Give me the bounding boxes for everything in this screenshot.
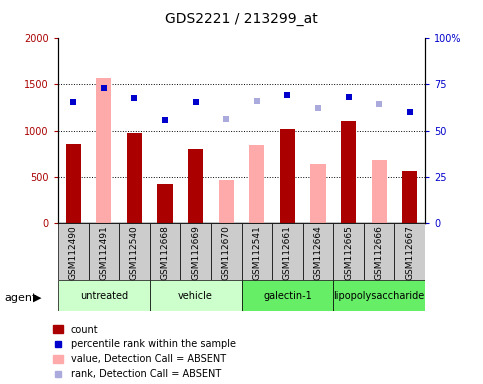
Bar: [180, 223, 211, 280]
Text: GSM112670: GSM112670: [222, 225, 231, 280]
Bar: [280, 129, 295, 223]
Bar: [58, 223, 88, 280]
Text: GSM112661: GSM112661: [283, 225, 292, 280]
Text: agent: agent: [5, 293, 37, 303]
Bar: [402, 171, 417, 223]
Bar: [150, 280, 242, 311]
Bar: [395, 223, 425, 280]
Bar: [371, 160, 387, 223]
Bar: [211, 223, 242, 280]
Text: GSM112664: GSM112664: [313, 225, 323, 280]
Bar: [242, 223, 272, 280]
Text: ▶: ▶: [32, 293, 41, 303]
Text: GSM112541: GSM112541: [252, 225, 261, 280]
Text: GSM112668: GSM112668: [160, 225, 170, 280]
Text: GSM112669: GSM112669: [191, 225, 200, 280]
Bar: [150, 223, 180, 280]
Bar: [303, 223, 333, 280]
Text: GDS2221 / 213299_at: GDS2221 / 213299_at: [165, 12, 318, 25]
Bar: [341, 121, 356, 223]
Text: GSM112667: GSM112667: [405, 225, 414, 280]
Bar: [127, 133, 142, 223]
Bar: [249, 145, 265, 223]
Legend: count, percentile rank within the sample, value, Detection Call = ABSENT, rank, : count, percentile rank within the sample…: [53, 324, 236, 379]
Text: untreated: untreated: [80, 291, 128, 301]
Bar: [188, 149, 203, 223]
Bar: [242, 280, 333, 311]
Text: lipopolysaccharide: lipopolysaccharide: [334, 291, 425, 301]
Bar: [96, 78, 112, 223]
Text: GSM112491: GSM112491: [99, 225, 108, 280]
Text: GSM112490: GSM112490: [69, 225, 78, 280]
Text: vehicle: vehicle: [178, 291, 213, 301]
Bar: [311, 164, 326, 223]
Bar: [364, 223, 395, 280]
Bar: [66, 144, 81, 223]
Text: GSM112666: GSM112666: [375, 225, 384, 280]
Bar: [58, 280, 150, 311]
Bar: [88, 223, 119, 280]
Text: GSM112665: GSM112665: [344, 225, 353, 280]
Bar: [119, 223, 150, 280]
Bar: [272, 223, 303, 280]
Bar: [219, 180, 234, 223]
Text: galectin-1: galectin-1: [263, 291, 312, 301]
Text: GSM112540: GSM112540: [130, 225, 139, 280]
Bar: [333, 280, 425, 311]
Bar: [333, 223, 364, 280]
Bar: [157, 184, 173, 223]
